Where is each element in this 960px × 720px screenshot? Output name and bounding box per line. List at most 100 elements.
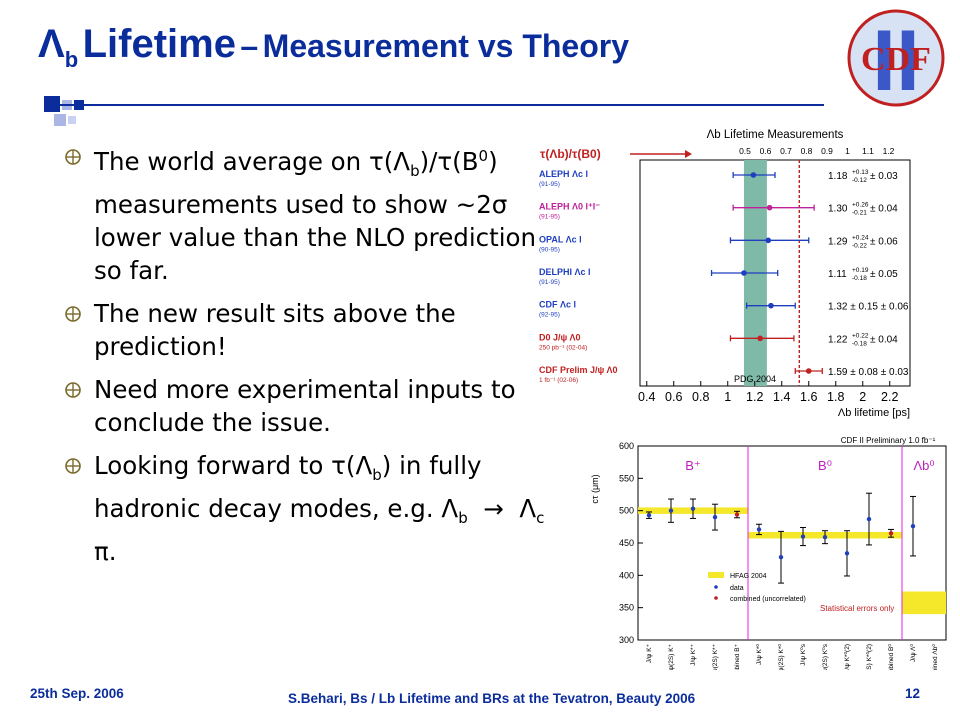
plot2-x-tick-label: J/ψ K*⁰(2) — [843, 644, 851, 670]
bullet-text: The world average on τ(Λb)/τ(B0) measure… — [94, 147, 537, 286]
plot1-x-tick-label: 1.6 — [800, 390, 817, 404]
bullet-1: The world average on τ(Λb)/τ(B0) measure… — [64, 140, 564, 287]
title-main: Lifetime — [82, 22, 236, 66]
plot1-x-tick-label: 0.4 — [638, 390, 655, 404]
plot2-y-tick-label: 600 — [619, 441, 634, 451]
bullet-text: Need more experimental inputs to conclud… — [94, 375, 516, 438]
measurement-syst: ± 0.04 — [870, 334, 898, 345]
plot1-top-tick-label: 0.7 — [780, 146, 792, 156]
plot2-x-tick-label: J/ψ K⁰s — [799, 643, 807, 665]
plot1-x-tick-label: 1 — [724, 390, 731, 404]
plot2-legend-swatch — [714, 596, 718, 600]
slide-title: Λb Lifetime – Measurement vs Theory — [38, 22, 629, 73]
plot2-point — [866, 516, 872, 522]
measurement-years: 250 pb⁻¹ (02-04) — [539, 344, 587, 351]
plot1-top-tick-label: 0.9 — [821, 146, 833, 156]
plot2-legend-swatch — [708, 572, 724, 578]
bullet-text: Looking forward to τ(Λb) in fully hadron… — [94, 451, 545, 566]
plot2-point — [756, 527, 762, 532]
plot2-y-axis-label: cτ (μm) — [590, 474, 600, 503]
plot2-x-tick-label: J/ψ K*⁺ — [690, 643, 697, 665]
title-lambda: Λ — [38, 22, 65, 66]
plot2-point — [734, 512, 740, 517]
plot2-group-label: Λb⁰ — [913, 458, 934, 473]
title-dash: – — [240, 28, 259, 64]
footer-title: S.Behari, Bs / Lb Lifetime and BRs at th… — [288, 691, 696, 706]
measurement-point — [766, 204, 773, 211]
measurement-point — [765, 237, 772, 244]
plot2-x-tick-label: J/ψ K*⁰ — [755, 644, 763, 665]
plot1-x-tick-label: 1.2 — [746, 390, 763, 404]
measurement-stat-hi: +0.22 — [852, 332, 869, 339]
plot2-point — [800, 534, 806, 539]
bullet-4: Looking forward to τ(Λb) in fully hadron… — [64, 449, 564, 568]
measurement-stat-hi: +0.13 — [852, 169, 869, 176]
plot1-ratio-label: τ(Λb)/τ(B0) — [540, 147, 601, 161]
measurement-value: 1.59 ± 0.08 ± 0.03 — [828, 367, 909, 378]
plot1-x-tick-label: 2 — [859, 390, 866, 404]
plot2-legend-swatch — [714, 585, 718, 589]
measurement-point — [750, 172, 757, 178]
measurement-point — [757, 335, 763, 342]
plot1-top-tick-label: 1 — [845, 146, 850, 156]
plot1-top-tick-label: 1.2 — [883, 146, 895, 156]
plot2-y-tick-label: 300 — [619, 635, 634, 645]
footer-date: 25th Sep. 2006 — [30, 686, 124, 701]
measurement-stat-hi: +0.24 — [852, 234, 869, 241]
measurement-stat-lo: -0.22 — [852, 242, 867, 249]
plot2-legend-item: data — [730, 585, 744, 592]
plot2-point — [690, 506, 696, 511]
plot1-x-tick-label: 1.8 — [827, 390, 844, 404]
plot2-x-tick-label: Combined B⁰ — [887, 644, 895, 670]
plot1-band-label: PDG 2004 — [734, 374, 776, 384]
measurement-stat-lo: -0.21 — [852, 210, 867, 217]
plot1-x-tick-label: 2.2 — [881, 390, 898, 404]
bullet-marker-icon — [65, 149, 81, 165]
plot1-x-tick-label: 0.8 — [692, 390, 709, 404]
plot1-top-tick-label: 0.5 — [739, 146, 751, 156]
measurement-label: D0 J/ψ Λ0 — [539, 332, 580, 342]
bullet-3: Need more experimental inputs to conclud… — [64, 373, 564, 439]
measurement-label: CDF Prelim J/ψ Λ0 — [539, 365, 617, 375]
lifetime-measurements-plot: Λb Lifetime Measurements 0.5 0.6 0.7 0.8 0.9 1… — [539, 129, 911, 419]
measurement-syst: ± 0.05 — [870, 269, 898, 280]
cdf-logo-numeral: II — [872, 13, 920, 108]
footer-page-number: 12 — [905, 686, 921, 701]
plot2-y-tick-label: 450 — [619, 538, 634, 548]
measurement-value: 1.29 — [828, 236, 848, 247]
measurement-years: (91-95) — [539, 214, 560, 221]
plot2-point — [910, 523, 916, 529]
measurement-syst: ± 0.04 — [870, 204, 898, 215]
plot2-point — [844, 551, 850, 556]
plot2-group-label: B⁰ — [818, 458, 832, 473]
measurement-value: 1.11 — [828, 269, 847, 280]
bullet-marker-icon — [65, 458, 81, 474]
title-subscript: b — [64, 47, 79, 72]
plot1-x-tick-label: 0.6 — [665, 390, 682, 404]
plot2-y-tick-label: 350 — [619, 603, 634, 613]
plot2-point — [778, 555, 784, 560]
plot2-frame — [637, 445, 947, 641]
plot1-top-tick-label: 1.1 — [862, 146, 874, 156]
plot2-legend-item: HFAG 2004 — [730, 573, 767, 580]
plot2-x-tick-label: Combined B⁺ — [734, 643, 741, 670]
plot2-y-tick-label: 400 — [619, 570, 634, 580]
measurement-stat-lo: -0.18 — [852, 340, 867, 347]
cdf-logo: II CDF — [847, 9, 945, 108]
measurement-value: 1.22 — [828, 334, 848, 345]
measurement-point — [768, 302, 774, 309]
plot1-x-tick-label: 1.4 — [773, 390, 790, 404]
measurement-label: DELPHI Λc l — [539, 267, 591, 277]
cdf-logo-text: CDF — [861, 41, 931, 78]
title-rest: Measurement vs Theory — [262, 28, 630, 64]
plot2-x-tick-label: Combined Λb⁰ — [931, 644, 939, 670]
plot1-ratio-arrowhead — [685, 150, 692, 158]
title-rule — [44, 104, 824, 106]
measurement-label: ALEPH Λc l — [539, 169, 588, 179]
plot2-x-tick-label: ψ(2S) K⁺ — [668, 643, 675, 670]
plot2-x-tick-label: ψ(2S) K*⁺ — [712, 643, 719, 670]
measurement-years: (90-95) — [539, 246, 560, 253]
measurement-value: 1.18 — [828, 171, 848, 182]
measurement-label: OPAL Λc l — [539, 234, 582, 244]
measurement-syst: ± 0.06 — [870, 236, 898, 247]
